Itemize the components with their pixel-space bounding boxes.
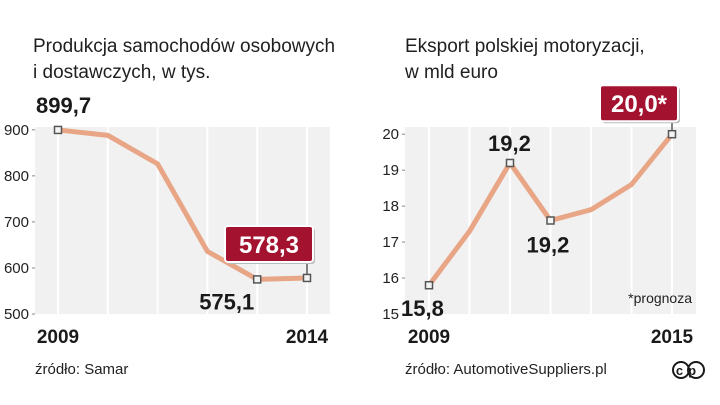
chart-export: Eksport polskiej motoryzacji, w mld euro… [382,36,696,378]
chart-production-data-point-marker [53,125,63,135]
chart-production-series-line [55,127,310,282]
copyright-logo-text: cp [676,363,701,378]
chart-production-data-label: 899,7 [36,93,91,118]
chart-production-data-point-marker [252,275,262,284]
copyright-logo: cp [672,361,705,379]
chart-production-x-tick-last: 2014 [286,327,329,348]
chart-production-annotations: 899,7 575,1 578,3 [36,93,315,314]
chart-production-y-axis: 500 600 700 800 900 [4,122,35,323]
chart-production-y-tick-label: 700 [4,214,29,231]
chart-export-y-tick-label: 15 [382,306,399,323]
chart-production-data-label: 575,1 [199,289,254,314]
chart-production-y-tick-label: 500 [4,306,29,323]
chart-export-data-label: 19,2 [527,233,570,258]
chart-export-data-point-marker [667,129,677,139]
chart-export-callout-box [599,84,679,123]
chart-production-data-point-marker [302,273,312,283]
chart-production: Produkcja samochodów osobowych i dostawc… [4,36,335,378]
chart-export-y-tick-label: 17 [382,234,399,251]
chart-export-y-axis: 15 16 17 18 19 20 [382,126,405,323]
chart-export-data-point-marker [505,158,515,168]
chart-export-y-tick-label: 19 [382,162,399,179]
chart-export-y-tick-label: 16 [382,270,399,287]
chart-production-y-tick-label: 900 [4,122,29,139]
chart-export-x-tick-first: 2009 [408,327,450,348]
chart-production-x-tick-first: 2009 [37,327,79,348]
chart-export-data-point-marker [546,216,555,225]
chart-export-x-tick-last: 2015 [651,327,694,348]
chart-export-data-point-marker [424,280,434,290]
chart-export-forecast-note: *prognoza [628,290,692,306]
chart-production-grid [57,127,308,314]
chart-export-source: źródło: AutomotiveSuppliers.pl [405,361,607,378]
chart-export-annotations: 15,8 19,2 19,2 20,0* [401,84,680,321]
chart-production-plot-area [35,127,330,314]
chart-export-data-label: 19,2 [488,131,531,156]
chart-production-source: źródło: Samar [35,361,128,378]
chart-production-callout-box [224,224,314,263]
chart-production-title-line-2: i dostawczych, w tys. [33,62,210,83]
chart-export-grid [428,127,673,314]
copyright-logo-ring-right [687,361,705,379]
chart-export-title-line-1: Eksport polskiej motoryzacji, [405,36,645,57]
chart-production-y-tick-label: 800 [4,168,29,185]
chart-production-y-tick-label: 600 [4,260,29,277]
chart-production-title-line-1: Produkcja samochodów osobowych [33,36,335,57]
chart-export-data-label-highlight: 20,0* [611,91,668,118]
chart-export-y-tick-label: 20 [382,126,399,143]
chart-production-data-label-highlight: 578,3 [239,232,299,259]
chart-export-data-label: 15,8 [401,296,444,321]
chart-export-y-tick-label: 18 [382,198,399,215]
chart-export-title-line-2: w mld euro [404,62,498,83]
